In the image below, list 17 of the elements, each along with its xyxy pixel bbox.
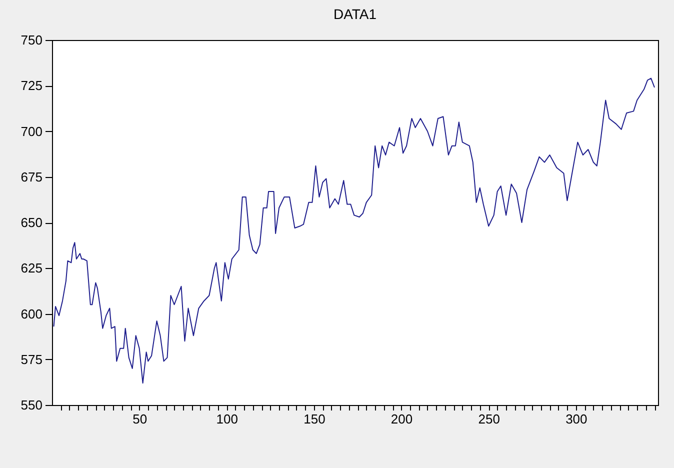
- x-tick-label: 200: [390, 412, 413, 426]
- chart-title: DATA1: [333, 6, 377, 22]
- y-tick-label: 700: [20, 124, 42, 139]
- y-tick-label: 725: [20, 78, 42, 94]
- line-series: [53, 78, 656, 384]
- x-tick-label: 100: [216, 412, 238, 426]
- y-tick-label: 600: [20, 306, 42, 322]
- y-tick-label: 675: [20, 169, 42, 184]
- x-tick-label: 150: [304, 412, 326, 426]
- y-tick-label: 650: [20, 215, 42, 230]
- y-tick-label: 575: [20, 352, 42, 367]
- x-tick-label: 300: [566, 412, 588, 426]
- y-tick-label: 750: [20, 32, 42, 48]
- y-tick-label: 625: [20, 260, 42, 276]
- x-tick-label: 250: [478, 412, 500, 426]
- y-tick-label: 550: [20, 398, 42, 412]
- x-tick-label: 50: [132, 412, 148, 426]
